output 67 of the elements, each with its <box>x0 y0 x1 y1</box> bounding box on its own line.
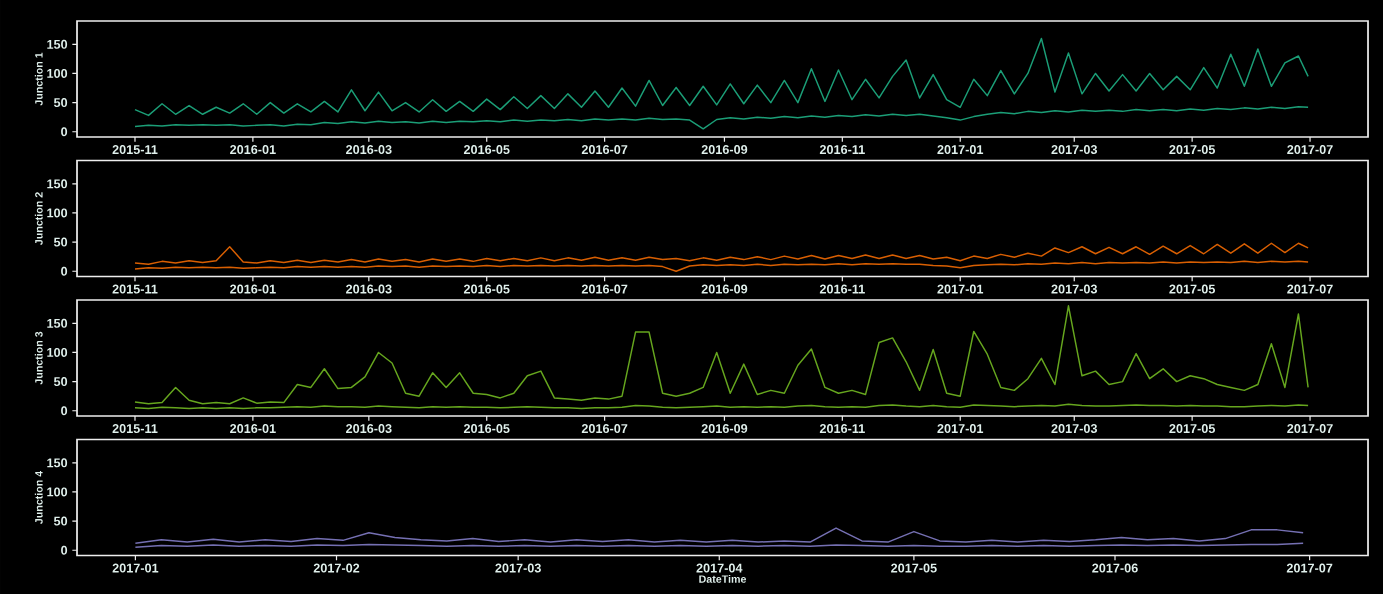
y-tick-label: 50 <box>53 516 68 526</box>
x-tick-label: 2017-07 <box>1287 424 1333 434</box>
x-tick-label: 2016-01 <box>230 284 276 294</box>
x-tick-label: 2016-07 <box>581 145 628 155</box>
y-tick-label: 0 <box>61 266 68 276</box>
x-tick-label: 2017-01 <box>937 424 984 434</box>
y-axis-title: Junction 4 <box>34 470 43 524</box>
x-tick-label: 2017-05 <box>1169 424 1216 434</box>
x-tick-label: 2016-07 <box>581 284 628 294</box>
x-tick-label: 2017-05 <box>891 563 937 573</box>
line-series <box>134 105 1309 130</box>
x-tick-label: 2017-01 <box>937 145 984 155</box>
x-tick-label: 2017-07 <box>1286 563 1333 573</box>
x-tick-label: 2017-03 <box>495 563 541 573</box>
x-tick-label: 2017-01 <box>937 284 984 294</box>
y-tick-label: 100 <box>47 347 68 357</box>
y-tick-label: 150 <box>47 458 68 468</box>
x-tick-label: 2017-07 <box>1287 284 1333 294</box>
x-tick-label: 2017-03 <box>1051 284 1098 294</box>
y-tick-label: 50 <box>53 377 68 387</box>
x-tick-label: 2017-01 <box>112 563 159 573</box>
y-tick-label: 150 <box>47 318 68 328</box>
x-tick-label: 2016-11 <box>819 424 865 434</box>
y-tick-label: 150 <box>47 179 68 189</box>
y-tick-label: 0 <box>61 406 68 416</box>
y-tick-label: 50 <box>53 98 68 108</box>
x-tick-label: 2016-05 <box>463 145 510 155</box>
x-tick-label: 2017-04 <box>696 563 743 573</box>
y-tick-label: 100 <box>47 68 68 78</box>
y-tick-label: 0 <box>61 545 68 555</box>
y-axis-title: Junction 2 <box>34 192 43 245</box>
x-tick-label: 2015-11 <box>112 424 158 434</box>
x-tick-label: 2017-05 <box>1169 284 1216 294</box>
x-tick-label: 2016-03 <box>346 145 392 155</box>
x-tick-label: 2015-11 <box>112 284 158 294</box>
x-tick-label: 2016-07 <box>581 424 628 434</box>
y-tick-label: 150 <box>47 39 68 49</box>
x-tick-label: 2016-05 <box>463 284 510 294</box>
x-axis-title: DateTime <box>699 575 747 583</box>
y-tick-label: 100 <box>47 487 68 497</box>
x-tick-label: 2016-03 <box>346 284 392 294</box>
line-series <box>134 260 1309 272</box>
y-tick-label: 0 <box>61 127 68 137</box>
line-series <box>134 242 1309 265</box>
y-tick-label: 50 <box>53 237 68 247</box>
y-axis-title: Junction 1 <box>34 52 43 106</box>
line-series <box>134 305 1309 405</box>
x-tick-label: 2016-01 <box>230 424 276 434</box>
x-tick-label: 2017-06 <box>1092 563 1138 573</box>
x-tick-label: 2016-09 <box>701 284 748 294</box>
y-axis-title: Junction 3 <box>34 331 43 385</box>
x-tick-label: 2017-03 <box>1051 424 1098 434</box>
x-tick-label: 2017-03 <box>1051 145 1098 155</box>
line-series <box>134 37 1309 117</box>
x-tick-label: 2016-11 <box>819 284 865 294</box>
x-tick-label: 2017-02 <box>313 563 360 573</box>
line-series <box>134 527 1304 544</box>
y-tick-label: 100 <box>47 208 68 218</box>
x-tick-label: 2016-09 <box>701 145 748 155</box>
x-tick-label: 2016-01 <box>230 145 276 155</box>
x-tick-label: 2015-11 <box>112 145 158 155</box>
x-tick-label: 2017-05 <box>1169 145 1216 155</box>
x-tick-label: 2017-07 <box>1287 145 1333 155</box>
x-tick-label: 2016-11 <box>819 145 865 155</box>
x-tick-label: 2016-03 <box>346 424 392 434</box>
x-tick-label: 2016-09 <box>701 424 748 434</box>
x-tick-label: 2016-05 <box>463 424 510 434</box>
